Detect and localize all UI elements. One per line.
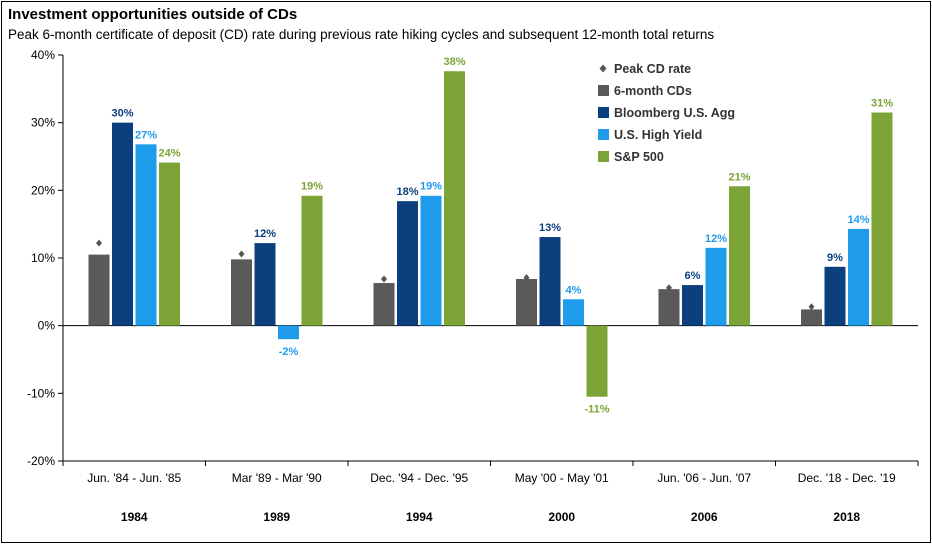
peak-cd-marker [238,250,245,258]
y-tick-label: 0% [38,319,56,333]
data-label-hy: 27% [135,129,157,141]
data-label-hy: 4% [566,284,582,296]
data-label-sp: -11% [584,404,609,416]
bar-agg [682,285,703,326]
data-label-sp: 21% [728,171,750,183]
x-year-label: 2018 [833,510,860,524]
x-category-label: Dec. '18 - Dec. '19 [798,471,896,485]
legend-swatch-hy [598,129,609,140]
data-label-agg: 30% [111,108,133,120]
x-year-label: 1989 [263,510,290,524]
chart-title: Investment opportunities outside of CDs [8,6,298,23]
data-label-sp: 19% [301,181,323,193]
legend-label-agg: Bloomberg U.S. Agg [614,106,735,120]
y-tick-label: 10% [31,251,55,265]
legend-label-cds: 6-month CDs [614,84,692,98]
bar-sp [586,325,608,397]
legend-swatch-agg [598,107,609,118]
data-label-agg: 13% [539,222,561,234]
bar-hy [278,325,299,340]
bar-sp [301,195,323,326]
y-tick-label: 20% [31,183,55,197]
bar-agg [254,243,276,326]
bar-agg [397,201,418,326]
bar-hy [135,144,157,326]
bar-sp [159,162,180,326]
peak-cd-marker [808,303,815,311]
x-category-label: Dec. '94 - Dec. '95 [370,471,468,485]
peak-cd-marker [523,274,530,282]
legend-label-sp: S&P 500 [614,150,664,164]
bar-sp [729,186,750,326]
legend-label-hy: U.S. High Yield [614,128,702,142]
y-tick-label: -10% [27,386,55,400]
bar-hy [563,299,584,326]
y-tick-label: 30% [31,116,55,130]
bar-hy [420,195,442,326]
x-year-label: 2006 [691,510,718,524]
bar-sp [444,71,465,326]
data-label-agg: 18% [396,186,418,198]
x-category-label: Jun. '84 - Jun. '85 [87,471,181,485]
y-tick-label: -20% [27,454,55,468]
data-label-sp: 31% [871,98,893,110]
x-year-label: 2000 [548,510,575,524]
x-category-label: May '00 - May '01 [515,471,609,485]
peak-cd-marker [381,275,387,283]
bar-sp [871,112,893,326]
legend-marker-peak [599,64,607,73]
data-label-hy: 12% [705,233,727,245]
bar-agg [824,266,846,326]
x-category-label: Jun. '06 - Jun. '07 [657,471,751,485]
y-tick-label: 40% [31,48,55,62]
chart-subtitle: Peak 6-month certificate of deposit (CD)… [8,27,715,42]
bar-cds [801,309,822,326]
data-label-hy: -2% [279,346,299,358]
legend-label-peak: Peak CD rate [614,62,691,76]
x-year-label: 1994 [406,510,433,524]
peak-cd-marker [96,239,102,247]
legend-swatch-sp [598,151,609,162]
bar-cds [373,283,395,326]
bar-hy [848,228,869,326]
legend-swatch-cds [598,85,609,96]
bar-hy [705,247,727,326]
data-label-agg: 9% [827,252,843,264]
bar-agg [539,237,561,326]
data-label-hy: 14% [847,214,869,226]
data-label-sp: 24% [158,148,180,160]
data-label-sp: 38% [443,56,465,68]
peak-cd-marker [666,284,672,292]
x-category-label: Mar '89 - Mar '90 [232,471,322,485]
bar-cds [88,254,110,326]
x-year-label: 1984 [121,510,148,524]
bar-cds [516,278,537,326]
data-label-hy: 19% [420,181,442,193]
bar-cds [231,259,252,326]
data-label-agg: 6% [685,270,701,282]
bar-agg [112,122,133,326]
bar-cds [658,289,680,326]
data-label-agg: 12% [254,228,276,240]
